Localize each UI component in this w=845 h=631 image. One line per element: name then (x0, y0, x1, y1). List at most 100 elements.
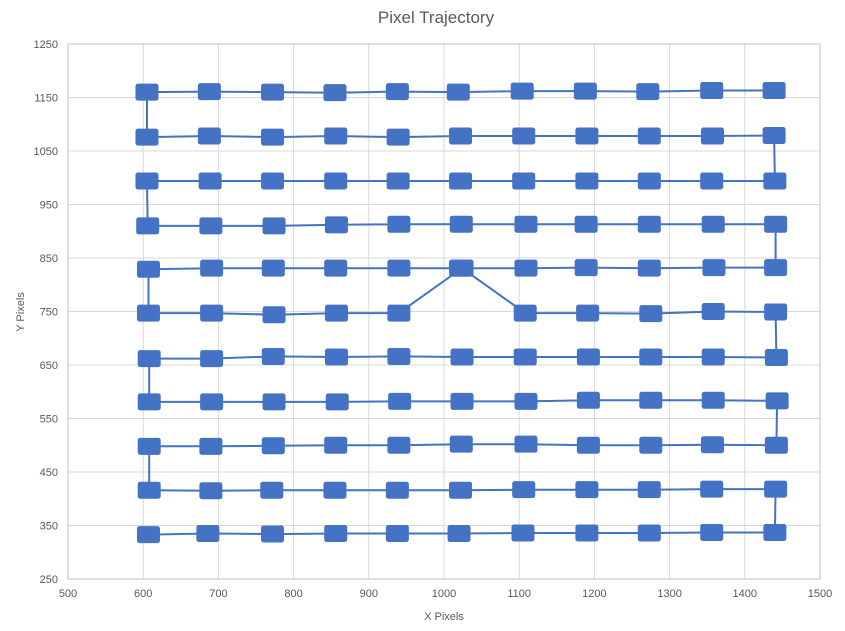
data-point (639, 391, 663, 409)
data-point (512, 172, 536, 190)
data-point (700, 523, 724, 541)
data-point (574, 259, 598, 277)
data-point (764, 436, 788, 454)
data-point (449, 481, 473, 499)
data-point (386, 172, 410, 190)
data-point (764, 215, 788, 233)
data-point (514, 435, 538, 453)
data-point (324, 525, 348, 543)
data-point (387, 436, 411, 454)
y-tick-label: 1050 (34, 146, 58, 158)
x-tick-label: 500 (59, 588, 77, 600)
data-point (639, 348, 663, 366)
data-point (514, 259, 538, 277)
y-tick-label: 550 (40, 414, 58, 426)
data-point (700, 172, 724, 190)
data-point (701, 391, 725, 409)
data-point (449, 172, 473, 190)
data-point (576, 391, 600, 409)
data-point (200, 393, 224, 411)
data-point (510, 82, 534, 100)
data-point (512, 481, 536, 499)
data-point (324, 172, 348, 190)
data-point (387, 215, 411, 233)
data-point (700, 436, 724, 454)
data-point (762, 82, 786, 100)
y-tick-label: 250 (40, 574, 58, 586)
data-point (576, 348, 600, 366)
data-point (385, 481, 409, 499)
data-point (639, 436, 663, 454)
data-point (763, 523, 787, 541)
data-point (702, 259, 726, 277)
data-point (513, 348, 537, 366)
data-point (387, 347, 411, 365)
data-point (135, 172, 159, 190)
data-point (135, 128, 159, 146)
data-point (196, 525, 220, 543)
data-point (325, 393, 349, 411)
data-point (701, 303, 725, 320)
data-point (637, 259, 661, 277)
data-point (323, 84, 347, 102)
data-point (513, 304, 537, 322)
data-point (137, 393, 161, 411)
data-point (700, 127, 724, 145)
data-point (449, 259, 473, 277)
y-tick-label: 1150 (34, 93, 58, 105)
data-point (386, 128, 410, 146)
data-point (450, 348, 474, 366)
data-point (261, 525, 285, 543)
data-point (387, 259, 411, 277)
data-point (199, 217, 223, 235)
data-point (200, 350, 224, 368)
data-point (137, 481, 161, 499)
data-point (200, 259, 224, 277)
y-tick-label: 1250 (34, 39, 58, 51)
data-point (575, 524, 599, 542)
x-tick-label: 600 (134, 588, 152, 600)
data-point (764, 349, 788, 367)
data-point (450, 392, 474, 410)
data-point (136, 526, 160, 544)
data-point (575, 127, 599, 145)
data-point (701, 215, 725, 233)
data-point (700, 480, 724, 498)
x-tick-label: 800 (284, 588, 302, 600)
data-point (763, 172, 787, 190)
data-point (762, 126, 786, 144)
data-point (639, 305, 663, 323)
data-point (447, 525, 471, 543)
data-point (324, 259, 348, 277)
data-point (764, 303, 788, 321)
data-point (385, 525, 409, 543)
data-point (637, 127, 661, 145)
data-point (197, 127, 221, 145)
data-point (198, 172, 222, 190)
data-point (385, 83, 409, 101)
data-point (637, 481, 661, 499)
data-point (573, 82, 597, 100)
chart-title: Pixel Trajectory (378, 8, 495, 27)
y-tick-label: 950 (40, 200, 58, 212)
x-tick-label: 1300 (657, 588, 681, 600)
data-point (449, 435, 473, 453)
data-point (574, 215, 598, 233)
data-point (135, 83, 159, 101)
data-point (200, 304, 224, 322)
data-point (449, 215, 473, 233)
data-point (576, 304, 600, 322)
x-axis-title: X Pixels (424, 611, 464, 623)
data-point (512, 127, 536, 145)
data-point (323, 481, 347, 499)
y-axis-title: Y Pixels (15, 292, 27, 332)
x-tick-label: 1100 (507, 588, 531, 600)
data-point (514, 215, 538, 233)
data-point (575, 172, 599, 190)
y-tick-label: 350 (40, 521, 58, 533)
data-point (324, 304, 348, 322)
data-point (324, 348, 348, 366)
x-tick-label: 700 (209, 588, 227, 600)
data-point (636, 83, 660, 101)
data-point (324, 436, 348, 454)
